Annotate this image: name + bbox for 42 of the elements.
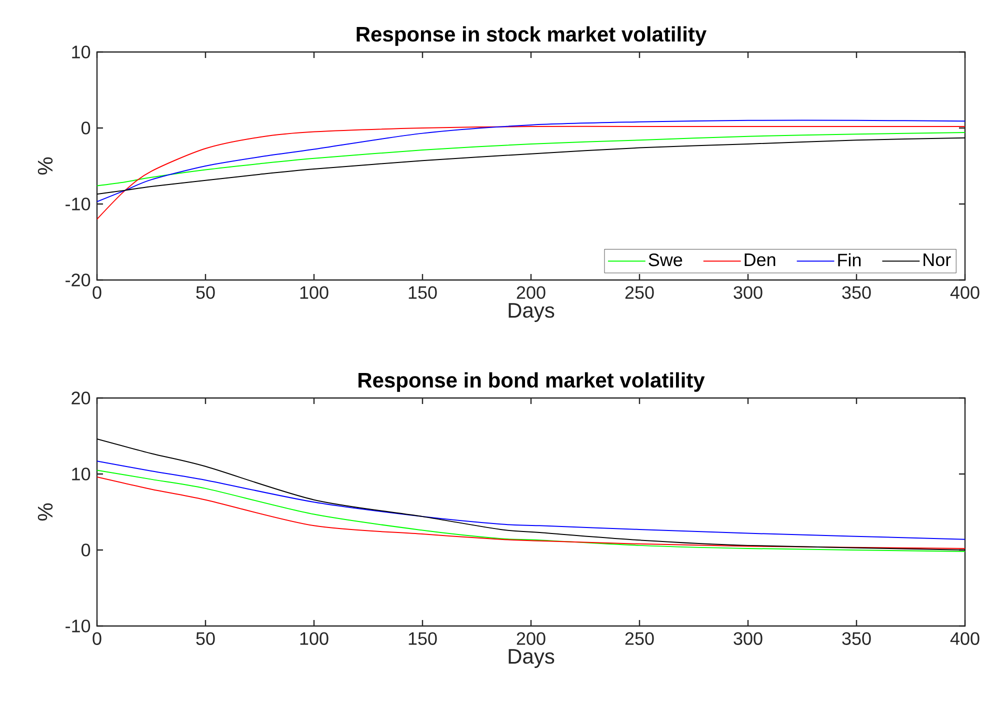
- line-series: [97, 120, 966, 202]
- chart-title: Response in stock market volatility: [356, 26, 707, 46]
- x-tick-label: 400: [950, 632, 980, 645]
- x-tick-label: 400: [950, 286, 980, 299]
- legend-label: Fin: [838, 253, 861, 266]
- y-axis-title: %: [38, 503, 53, 521]
- x-axis-title: Days: [508, 649, 554, 668]
- y-tick-label: 20: [72, 392, 90, 404]
- x-tick-label: 200: [516, 286, 546, 299]
- x-tick-label: 200: [516, 632, 546, 645]
- legend-label: Nor: [924, 254, 951, 266]
- line-series: [97, 126, 966, 220]
- y-tick-label: 10: [72, 46, 90, 58]
- y-tick-label: -20: [66, 274, 90, 286]
- y-tick-label: -10: [66, 198, 90, 210]
- x-tick-label: 350: [842, 632, 871, 645]
- legend-label: Swe: [648, 253, 682, 266]
- x-tick-label: 0: [92, 632, 102, 645]
- line-series: [97, 460, 966, 540]
- chart-title: Response in bond market volatility: [358, 372, 705, 392]
- x-tick-label: 250: [625, 286, 654, 299]
- x-axis-title: Days: [508, 303, 554, 322]
- y-tick-label: 10: [72, 468, 90, 480]
- x-tick-label: 50: [196, 632, 215, 645]
- y-tick-label: 0: [81, 544, 90, 556]
- x-tick-label: 100: [300, 286, 328, 299]
- x-tick-label: 100: [300, 632, 328, 645]
- y-axis-title: %: [38, 157, 53, 175]
- x-tick-label: 350: [842, 286, 871, 299]
- y-tick-label: 0: [81, 122, 90, 134]
- x-tick-label: 300: [734, 286, 762, 299]
- y-tick-label: -10: [66, 620, 90, 632]
- x-tick-label: 150: [408, 632, 437, 645]
- line-series: [97, 137, 966, 195]
- x-tick-label: 250: [625, 632, 654, 645]
- line-series: [97, 438, 966, 550]
- x-tick-label: 0: [92, 286, 102, 299]
- x-tick-label: 300: [734, 632, 762, 645]
- x-tick-label: 50: [196, 286, 215, 299]
- line-series: [97, 132, 966, 186]
- x-tick-label: 150: [408, 286, 437, 299]
- legend-label: Den: [744, 254, 776, 266]
